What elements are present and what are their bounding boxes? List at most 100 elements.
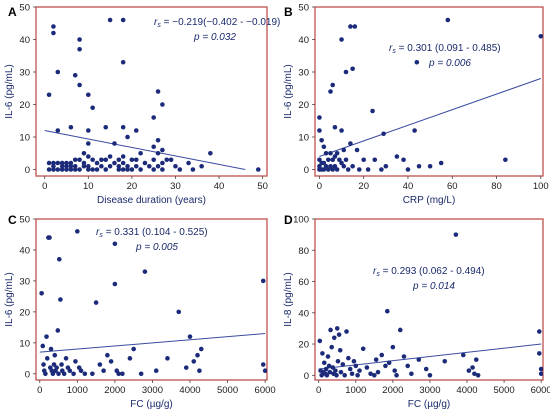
data-point (260, 278, 266, 284)
regression-line (319, 78, 541, 157)
data-point (357, 368, 362, 373)
y-tick-label: 10 (19, 133, 30, 144)
data-point (120, 160, 126, 166)
data-point (120, 167, 126, 172)
data-point (538, 366, 543, 372)
data-point (160, 167, 165, 172)
data-point (321, 160, 327, 166)
data-point (356, 167, 362, 172)
data-point (334, 373, 339, 378)
data-point (414, 59, 420, 65)
y-tick-label: 30 (19, 68, 30, 79)
data-point (125, 134, 130, 140)
data-layer (44, 17, 261, 172)
data-point (86, 154, 91, 159)
data-layer (317, 232, 543, 378)
data-point (325, 167, 331, 172)
data-layer (39, 229, 267, 377)
plot-frame (35, 218, 268, 381)
p-value-text: p = 0.005 (135, 242, 178, 253)
data-point (107, 163, 113, 169)
data-point (133, 163, 139, 169)
y-tick-label: 0 (25, 369, 30, 380)
rs-value: = 0.331 (0.104 - 0.525) (103, 227, 208, 238)
data-point (394, 154, 400, 159)
data-point (160, 147, 165, 153)
data-point (90, 105, 95, 111)
data-point (90, 157, 95, 163)
rs-value: = 0.301 (0.091 - 0.485) (396, 43, 501, 54)
data-point (51, 24, 56, 29)
data-point (50, 371, 56, 377)
data-point (160, 160, 165, 166)
data-point (324, 373, 330, 378)
data-point (127, 356, 133, 361)
data-point (173, 163, 178, 169)
rs-subscript: s (99, 232, 103, 239)
x-tick-label: 80 (491, 181, 502, 192)
data-point (103, 124, 109, 130)
y-tick-label: 10 (19, 338, 30, 349)
data-point (319, 137, 324, 143)
data-point (328, 327, 333, 333)
data-point (44, 356, 50, 361)
data-point (372, 157, 378, 163)
data-point (120, 124, 126, 130)
data-point (364, 365, 370, 370)
data-point (55, 69, 61, 75)
y-axis-title: IL-6 (pg/mL) (283, 64, 294, 118)
data-point (44, 334, 49, 339)
rs-symbol: r (96, 227, 100, 238)
data-point (90, 371, 95, 377)
data-point (328, 89, 333, 94)
data-point (198, 346, 204, 352)
data-point (262, 368, 267, 374)
data-point (379, 352, 385, 358)
data-point (51, 163, 56, 169)
rs-symbol: r (154, 17, 158, 28)
panel-c: C 0 1000 2000 3000 4000 5000 6000 0 10 20 30 40 50 FC … (4, 213, 276, 410)
plot-frame (314, 6, 544, 177)
data-point (536, 351, 542, 356)
data-point (328, 150, 333, 156)
data-point (164, 157, 170, 163)
x-tick-label: 40 (403, 181, 414, 192)
panel-letter: A (8, 5, 17, 19)
data-point (339, 160, 344, 166)
data-point (72, 157, 78, 163)
data-point (151, 115, 156, 120)
data-point (81, 150, 87, 156)
data-point (186, 160, 191, 166)
data-point (337, 348, 343, 353)
data-point (344, 329, 349, 334)
data-point (59, 160, 65, 166)
data-point (77, 157, 82, 163)
data-point (77, 37, 82, 42)
data-point (416, 163, 422, 169)
data-point (503, 157, 508, 163)
data-point (405, 363, 410, 369)
data-point (86, 167, 91, 172)
correlation-text: rs = −0.219(−0.402 - −0.019) (154, 17, 280, 29)
data-point (155, 150, 161, 156)
data-point (151, 157, 156, 163)
x-tick-label: 1000 (345, 385, 366, 396)
data-point (330, 157, 336, 163)
x-tick-label: 2000 (382, 385, 403, 396)
data-point (131, 346, 136, 352)
x-tick-label: 100 (533, 181, 549, 192)
y-tick-label: 20 (298, 100, 309, 111)
data-point (56, 371, 61, 377)
data-point (68, 163, 74, 169)
data-point (82, 371, 88, 377)
y-axis-title: IL-6 (pg/mL) (4, 272, 15, 326)
data-point (78, 368, 84, 374)
data-point (64, 163, 69, 169)
data-point (339, 128, 344, 133)
data-point (94, 160, 100, 166)
data-point (390, 344, 396, 350)
data-point (323, 150, 329, 156)
data-point (191, 359, 197, 364)
data-point (470, 365, 475, 370)
